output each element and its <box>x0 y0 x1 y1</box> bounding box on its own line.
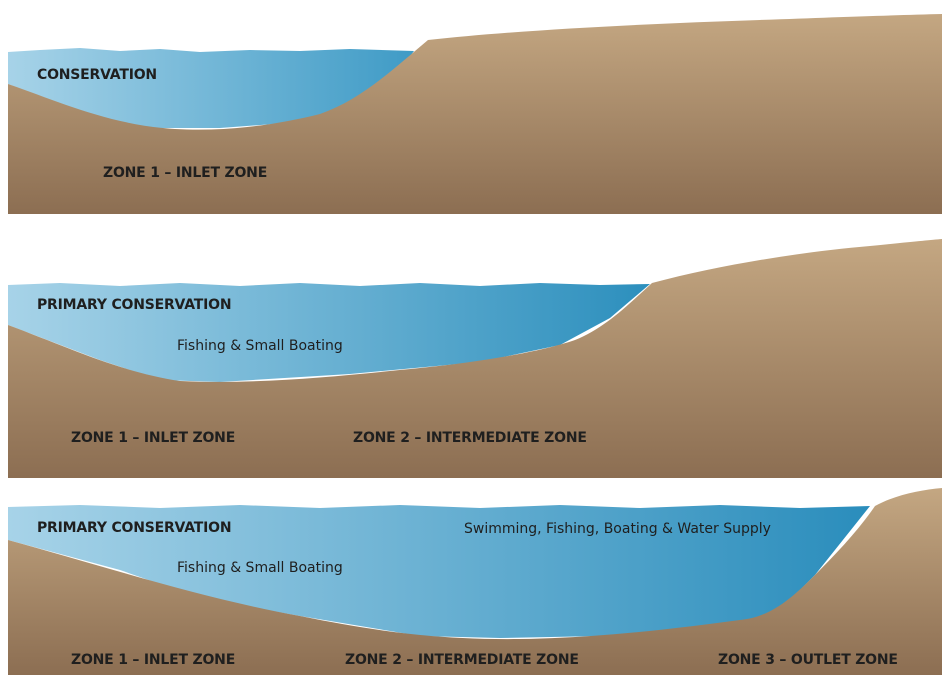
panel-3-water <box>8 505 870 638</box>
panel-3 <box>8 488 942 675</box>
panel-3-zone-3-label: ZONE 3 – OUTLET ZONE <box>718 652 898 668</box>
panel-1-pool-label: CONSERVATION <box>37 67 157 83</box>
panel-2 <box>8 239 942 478</box>
panel-2-terrain <box>8 239 942 478</box>
panel-2-pool-label: PRIMARY CONSERVATION <box>37 297 232 313</box>
panel-3-use-label-2: Swimming, Fishing, Boating & Water Suppl… <box>464 521 771 537</box>
panel-3-pool-label: PRIMARY CONSERVATION <box>37 520 232 536</box>
panel-1 <box>8 14 942 214</box>
panel-3-use-label-1: Fishing & Small Boating <box>177 560 343 576</box>
panel-3-terrain <box>8 488 942 675</box>
panel-2-water <box>8 283 650 382</box>
panel-2-use-label: Fishing & Small Boating <box>177 338 343 354</box>
panel-1-water <box>8 48 414 128</box>
panel-3-zone-1-label: ZONE 1 – INLET ZONE <box>71 652 236 668</box>
panel-2-zone-1-label: ZONE 1 – INLET ZONE <box>71 430 236 446</box>
panel-3-zone-2-label: ZONE 2 – INTERMEDIATE ZONE <box>345 652 579 668</box>
panel-1-zone-1-label: ZONE 1 – INLET ZONE <box>103 165 268 181</box>
panel-2-zone-2-label: ZONE 2 – INTERMEDIATE ZONE <box>353 430 587 446</box>
panel-1-terrain <box>8 14 942 214</box>
